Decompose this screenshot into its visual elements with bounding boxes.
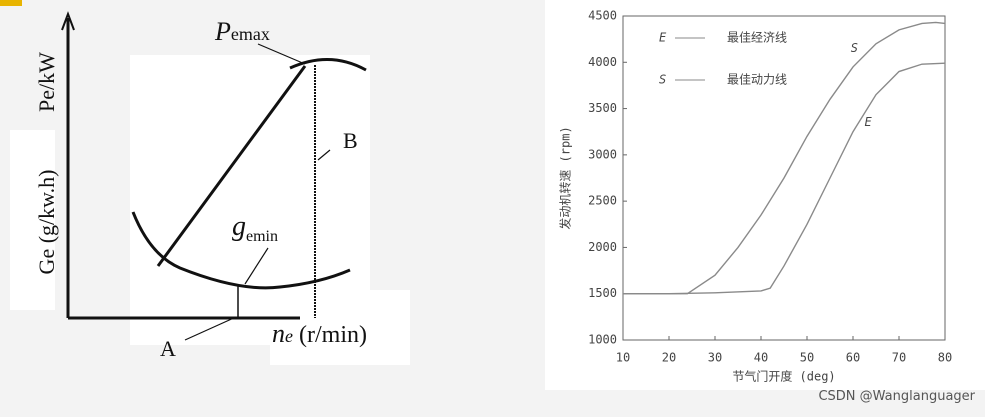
leader: [184, 316, 237, 341]
label-main: g: [232, 211, 246, 242]
b-label: B: [343, 128, 358, 153]
y-tick-label: 4500: [588, 9, 617, 23]
ne-label: ne (r/min): [272, 319, 367, 348]
plot-frame: [622, 15, 946, 341]
y-tick-label: 1000: [588, 333, 617, 347]
arrow: [61, 11, 75, 31]
x-tick-label: 70: [892, 351, 906, 365]
y-tick-label: 4000: [588, 55, 617, 69]
x-tick-label: 50: [800, 351, 814, 365]
watermark: CSDN @Wanglanguager: [818, 389, 975, 404]
power-curve: [289, 58, 367, 72]
y-tick-label: 2500: [588, 194, 617, 208]
curve-label: S: [851, 41, 858, 55]
chart-panel: [545, 0, 985, 390]
label-sub: emax: [231, 24, 270, 44]
legend-label: 最佳动力线: [727, 73, 787, 87]
y-top-label: Pe/kW: [34, 52, 59, 112]
x-tick-label: 80: [938, 351, 952, 365]
a-label: A: [160, 336, 176, 361]
legend-symbol: S: [659, 73, 666, 87]
x-tick-label: 20: [662, 351, 676, 365]
corner: [0, 0, 22, 6]
y-tick-label: 1500: [588, 286, 617, 300]
legend-symbol: E: [659, 31, 667, 45]
legend-label: 最佳经济线: [727, 30, 787, 45]
power-line: [156, 65, 307, 267]
panel: [10, 130, 55, 310]
y-bottom-label: Ge (g/kw.h): [34, 170, 59, 275]
x-tick-label: 10: [616, 351, 630, 365]
gemin-label: gemin: [232, 211, 278, 245]
leader: [317, 149, 331, 161]
label-main: n: [272, 319, 285, 348]
panel: [270, 290, 410, 365]
leader: [244, 247, 269, 285]
curve-label: E: [865, 115, 873, 129]
x-tick-label: 40: [754, 351, 768, 365]
label-sub: emin: [246, 228, 278, 245]
label-main: P: [214, 17, 231, 46]
y-axis-label: 发动机转速 (rpm): [558, 126, 573, 229]
label-sub: e: [285, 326, 293, 346]
series-line: [623, 62, 946, 295]
leader: [257, 43, 306, 65]
label-unit: (r/min): [293, 322, 367, 348]
chart: 发动机转速 (rpm) 节气门开度 (deg) 1000 1500 2000 2500…: [558, 9, 953, 384]
y-tick-label: 2000: [588, 240, 617, 254]
y-tick-label: 3000: [588, 147, 617, 161]
x-axis-label: 节气门开度 (deg): [732, 369, 835, 384]
series-line: [623, 21, 946, 295]
diagram-lines: [61, 11, 367, 341]
pemax-label: Pemax: [214, 17, 270, 46]
y-tick-label: 3500: [588, 101, 617, 115]
x-tick-label: 60: [846, 351, 860, 365]
x-tick-label: 30: [708, 351, 722, 365]
diagram: Pe/kW Ge (g/kw.h) Pemax B gemin A ne (r/…: [10, 11, 410, 365]
